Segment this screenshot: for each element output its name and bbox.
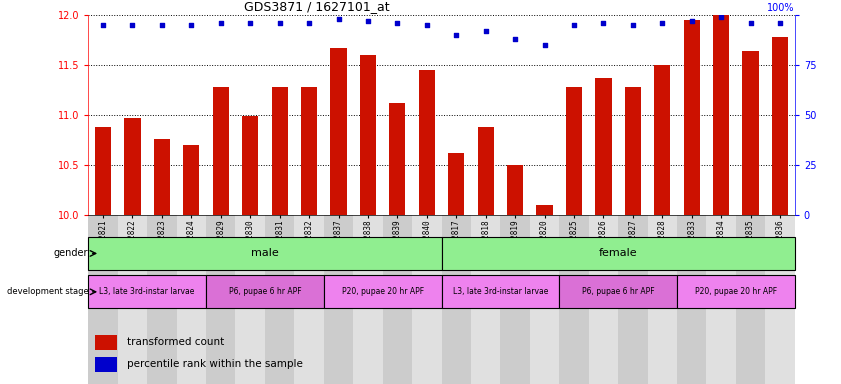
Text: transformed count: transformed count [127, 337, 225, 347]
Bar [589, 215, 618, 384]
Point [184, 22, 198, 28]
Bar [206, 275, 324, 308]
Bar [530, 215, 559, 384]
Bar [265, 215, 294, 384]
Point [685, 18, 698, 25]
Bar [412, 215, 442, 384]
Bar [507, 165, 523, 215]
Point [479, 28, 493, 35]
Point [214, 20, 227, 26]
Bar [95, 357, 117, 372]
Bar [677, 215, 706, 384]
Bar [566, 87, 582, 215]
Bar [95, 127, 111, 215]
Bar [743, 51, 759, 215]
Text: L3, late 3rd-instar larvae: L3, late 3rd-instar larvae [452, 287, 548, 296]
Bar [772, 37, 788, 215]
Bar [648, 215, 677, 384]
Bar [383, 215, 412, 384]
Point [656, 20, 669, 26]
Bar [389, 103, 405, 215]
Point [538, 42, 552, 48]
Point [125, 22, 139, 28]
Point [596, 20, 610, 26]
Bar [471, 215, 500, 384]
Text: development stage: development stage [7, 287, 88, 296]
Bar [118, 215, 147, 384]
Text: L3, late 3rd-instar larvae: L3, late 3rd-instar larvae [99, 287, 195, 296]
Bar [478, 127, 494, 215]
Bar [706, 215, 736, 384]
Text: percentile rank within the sample: percentile rank within the sample [127, 359, 303, 369]
Bar [95, 335, 117, 349]
Point [272, 20, 286, 26]
Bar [713, 15, 729, 215]
Point [508, 36, 521, 42]
Text: P20, pupae 20 hr APF: P20, pupae 20 hr APF [695, 287, 777, 296]
Text: gender: gender [54, 248, 88, 258]
Bar [242, 116, 258, 215]
Bar [559, 215, 589, 384]
Bar [736, 215, 765, 384]
Bar [419, 70, 435, 215]
Bar [595, 78, 611, 215]
Point [449, 32, 463, 38]
Text: 100%: 100% [767, 3, 795, 13]
Bar [183, 145, 199, 215]
Point [155, 22, 168, 28]
Bar [272, 87, 288, 215]
Bar [442, 275, 559, 308]
Point [390, 20, 404, 26]
Bar [301, 87, 317, 215]
Bar [500, 215, 530, 384]
Bar [625, 87, 641, 215]
Bar [124, 118, 140, 215]
Point [244, 20, 257, 26]
Point [567, 22, 580, 28]
Bar [147, 215, 177, 384]
Bar [235, 215, 265, 384]
Bar [442, 237, 795, 270]
Text: male: male [251, 248, 278, 258]
Text: P20, pupae 20 hr APF: P20, pupae 20 hr APF [341, 287, 424, 296]
Bar [559, 275, 677, 308]
Point [743, 20, 757, 26]
Bar [154, 139, 170, 215]
Point [331, 16, 345, 22]
Bar [654, 65, 670, 215]
Bar [206, 215, 235, 384]
Bar [88, 275, 206, 308]
Bar [177, 215, 206, 384]
Bar [537, 205, 553, 215]
Bar [324, 275, 442, 308]
Point [626, 22, 639, 28]
Bar [442, 215, 471, 384]
Text: P6, pupae 6 hr APF: P6, pupae 6 hr APF [229, 287, 301, 296]
Point [96, 22, 109, 28]
Point [714, 14, 727, 20]
Bar [213, 87, 229, 215]
Text: female: female [599, 248, 637, 258]
Point [302, 20, 315, 26]
Bar [331, 48, 346, 215]
Bar [448, 153, 464, 215]
Bar [360, 55, 376, 215]
Bar [88, 237, 442, 270]
Bar [324, 215, 353, 384]
Bar [765, 215, 795, 384]
Bar [88, 215, 118, 384]
Bar [677, 275, 795, 308]
Bar [353, 215, 383, 384]
Bar [618, 215, 648, 384]
Point [774, 20, 787, 26]
Point [420, 22, 434, 28]
Text: GDS3871 / 1627101_at: GDS3871 / 1627101_at [244, 0, 389, 13]
Text: P6, pupae 6 hr APF: P6, pupae 6 hr APF [582, 287, 654, 296]
Point [361, 18, 374, 25]
Bar [294, 215, 324, 384]
Bar [684, 20, 700, 215]
